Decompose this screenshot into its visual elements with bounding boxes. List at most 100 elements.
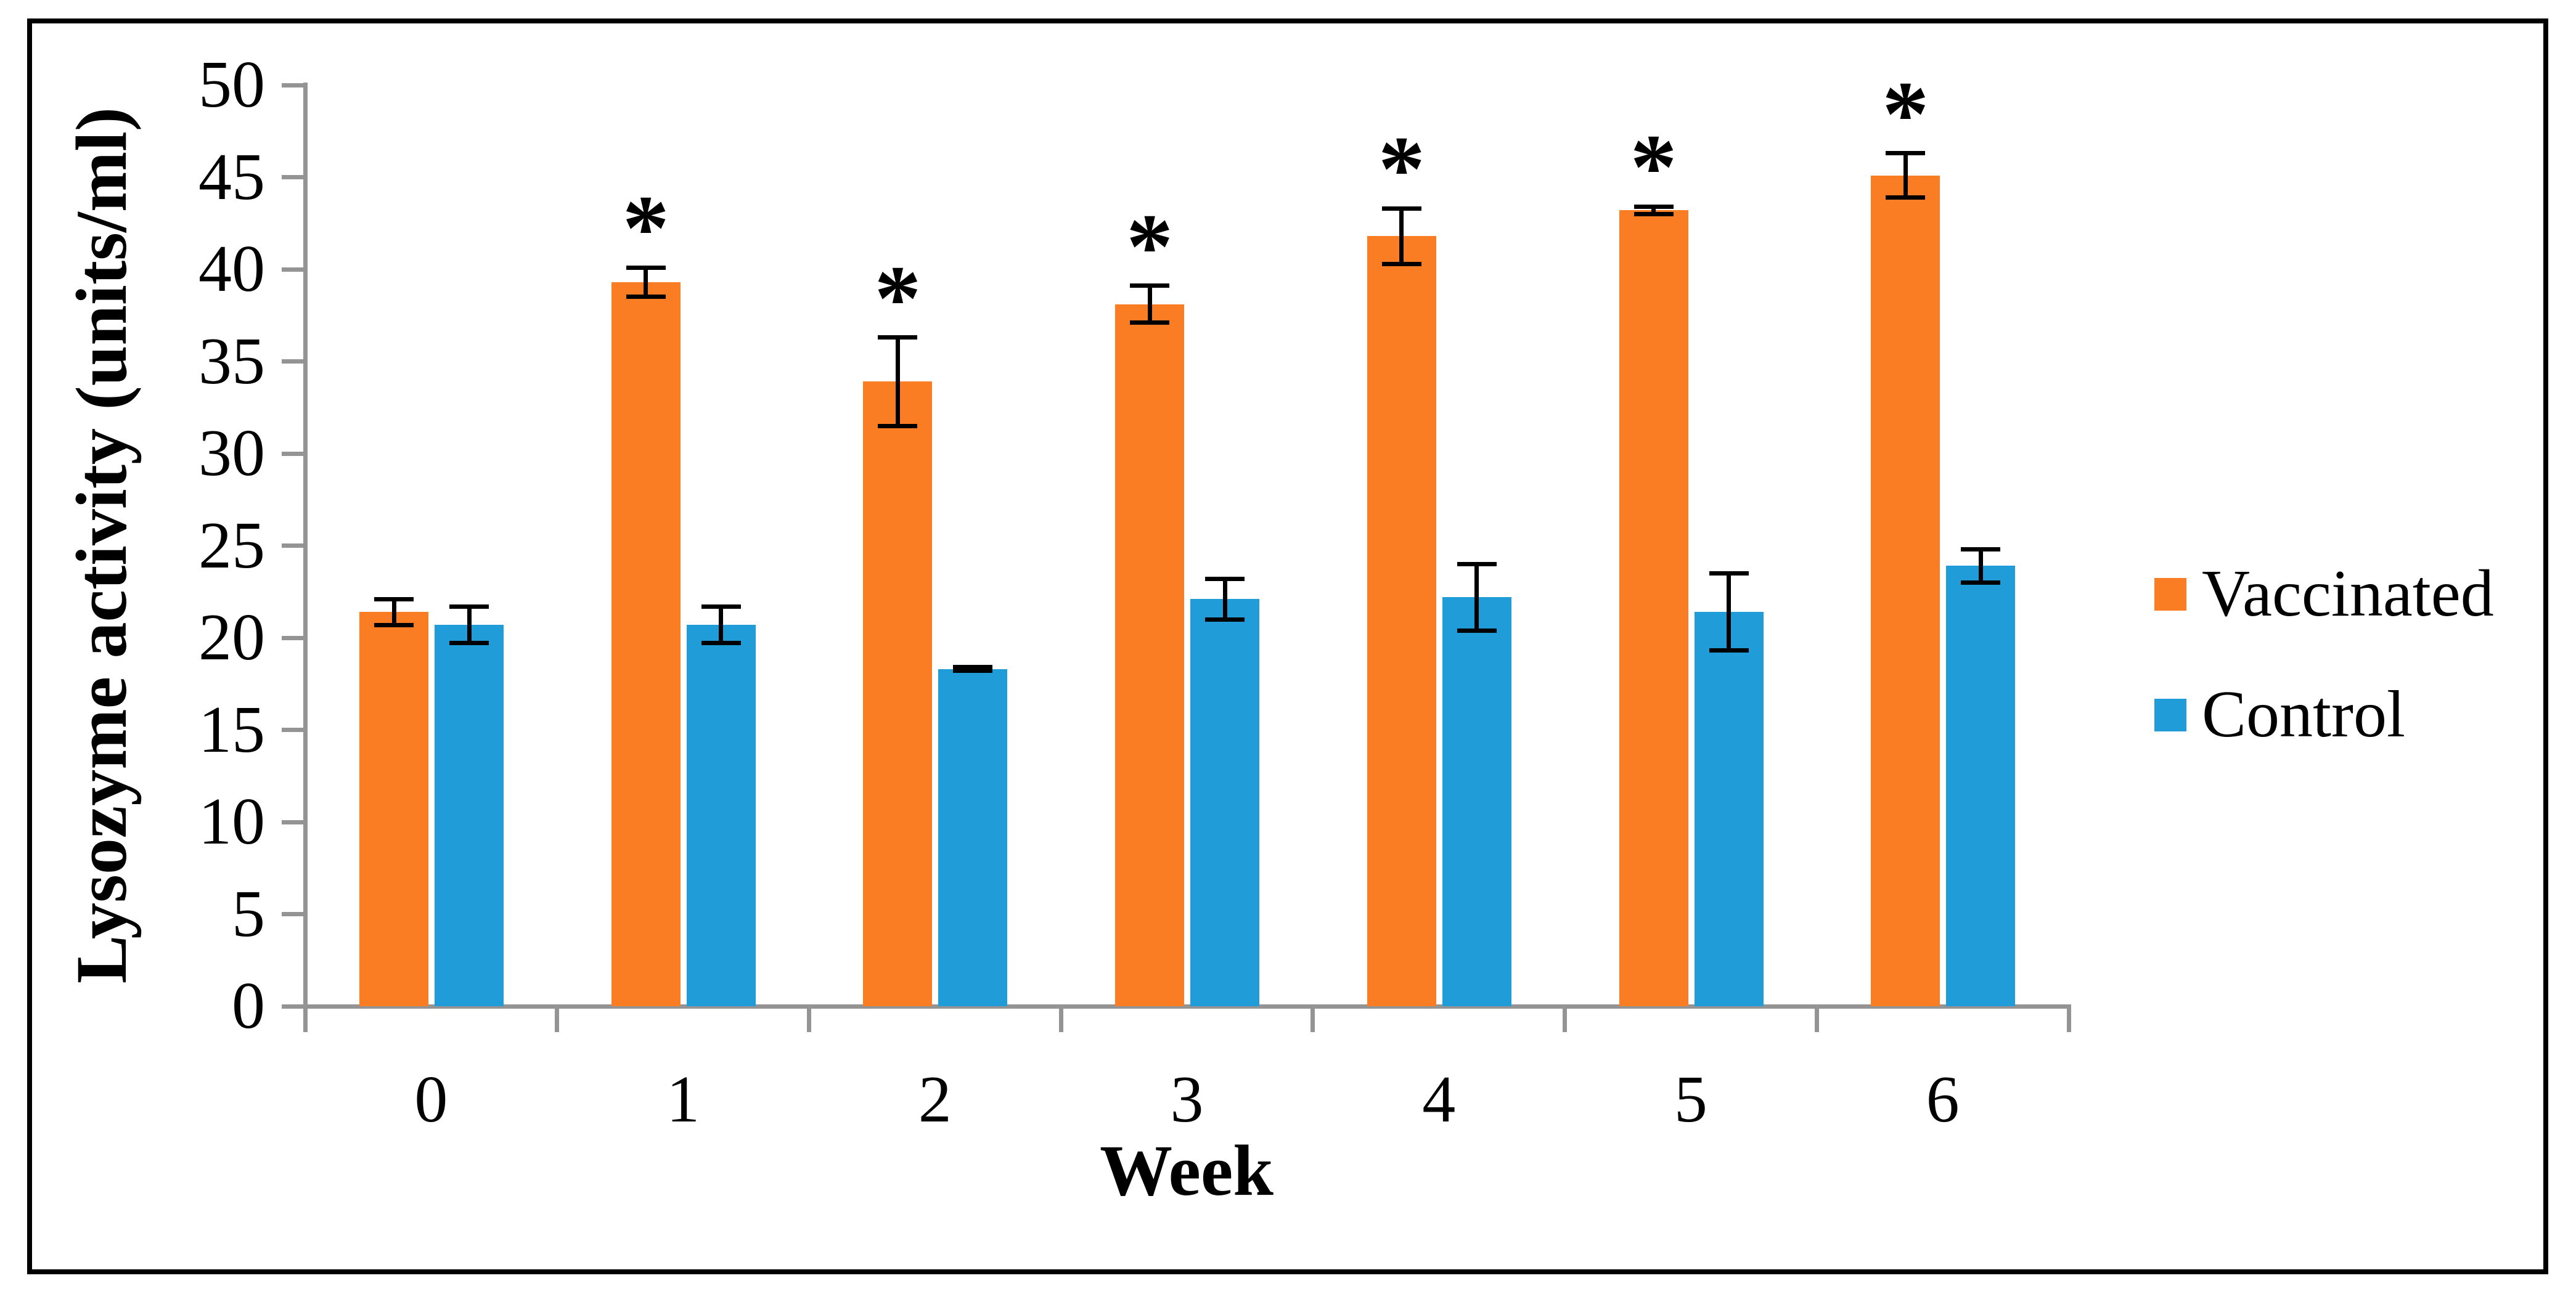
x-tick-mark: [303, 1006, 308, 1032]
error-bar-line: [1147, 285, 1152, 323]
legend-item-vaccinated: Vaccinated: [2154, 559, 2494, 629]
error-bar-cap: [878, 335, 918, 340]
bar-control-week-5: [1694, 612, 1764, 1006]
legend-item-control: Control: [2154, 680, 2494, 749]
y-tick-label: 35: [198, 324, 265, 398]
significance-asterisk-week-5: *: [1630, 115, 1677, 219]
significance-asterisk-week-4: *: [1378, 117, 1425, 221]
legend: Vaccinated Control: [2154, 559, 2494, 801]
x-tick-label: 4: [1422, 1063, 1456, 1136]
y-tick-mark: [282, 359, 303, 364]
x-tick-mark: [806, 1006, 811, 1032]
bar-vaccinated-week-3: [1115, 304, 1185, 1006]
error-bar-cap: [1886, 195, 1926, 200]
error-bar-line: [467, 606, 472, 643]
bar-control-week-1: [686, 625, 756, 1006]
y-tick-mark: [282, 267, 303, 272]
significance-asterisk-week-1: *: [622, 176, 669, 280]
figure-border: [27, 18, 2548, 1274]
error-bar-cap: [449, 641, 489, 646]
legend-swatch-control: [2154, 698, 2186, 731]
significance-asterisk-week-3: *: [1126, 194, 1174, 298]
x-tick-label: 2: [918, 1063, 952, 1136]
x-tick-mark: [1310, 1006, 1315, 1032]
error-bar-line: [1651, 206, 1656, 214]
error-bar-cap: [1709, 571, 1749, 576]
error-bar-cap: [1634, 211, 1674, 216]
legend-label-control: Control: [2202, 678, 2406, 751]
error-bar-line: [895, 337, 900, 426]
x-tick-label: 3: [1170, 1063, 1204, 1136]
error-bar-cap: [1205, 576, 1245, 581]
error-bar-cap: [701, 604, 741, 609]
error-bar-cap: [374, 622, 414, 627]
y-axis-line: [303, 83, 308, 1011]
x-tick-mark: [1058, 1006, 1063, 1032]
error-bar-line: [1727, 573, 1732, 651]
y-tick-mark: [282, 83, 303, 87]
y-tick-label: 10: [198, 785, 265, 858]
error-bar-cap: [1130, 320, 1170, 325]
x-tick-mark: [555, 1006, 560, 1032]
error-bar-cap: [701, 641, 741, 646]
error-bar-cap: [449, 604, 489, 609]
bar-control-week-2: [938, 669, 1008, 1006]
y-tick-label: 50: [198, 48, 265, 121]
x-tick-label: 6: [1926, 1063, 1960, 1136]
error-bar-cap: [953, 669, 993, 673]
y-tick-mark: [282, 543, 303, 548]
error-bar-line: [1399, 208, 1404, 264]
x-tick-mark: [1814, 1006, 1819, 1032]
x-tick-label: 1: [666, 1063, 700, 1136]
bar-control-week-3: [1190, 599, 1260, 1006]
error-bar-line: [719, 606, 724, 643]
error-bar-cap: [1457, 628, 1497, 633]
error-bar-cap: [1709, 648, 1749, 653]
error-bar-line: [644, 267, 648, 297]
error-bar-line: [391, 599, 396, 625]
y-tick-label: 45: [198, 140, 265, 214]
legend-label-vaccinated: Vaccinated: [2202, 557, 2494, 630]
error-bar-cap: [374, 596, 414, 601]
error-bar-line: [1474, 564, 1479, 631]
x-axis-line: [303, 1004, 2071, 1009]
bar-vaccinated-week-1: [611, 282, 681, 1006]
error-bar-cap: [626, 295, 666, 299]
x-tick-label: 0: [414, 1063, 448, 1136]
bar-vaccinated-week-0: [359, 612, 428, 1006]
y-tick-label: 20: [198, 601, 265, 674]
error-bar-cap: [1961, 547, 2001, 551]
x-axis-title: Week: [1100, 1130, 1274, 1211]
y-tick-mark: [282, 820, 303, 824]
error-bar-cap: [1634, 204, 1674, 209]
y-tick-mark: [282, 912, 303, 916]
y-tick-label: 5: [232, 877, 265, 951]
bar-vaccinated-week-6: [1871, 175, 1940, 1006]
error-bar-cap: [626, 265, 666, 270]
bar-control-week-0: [435, 625, 504, 1006]
y-tick-label: 30: [198, 417, 265, 490]
significance-asterisk-week-6: *: [1882, 62, 1929, 166]
y-tick-mark: [282, 175, 303, 179]
x-tick-label: 5: [1674, 1063, 1707, 1136]
error-bar-cap: [1381, 261, 1421, 266]
error-bar-cap: [878, 423, 918, 428]
y-tick-label: 40: [198, 232, 265, 306]
bar-vaccinated-week-2: [863, 381, 933, 1006]
x-tick-mark: [2066, 1006, 2071, 1032]
y-tick-mark: [282, 728, 303, 732]
y-tick-label: 25: [198, 508, 265, 582]
y-tick-mark: [282, 1004, 303, 1009]
bar-vaccinated-week-4: [1367, 236, 1436, 1006]
error-bar-line: [1903, 153, 1908, 198]
error-bar-cap: [1130, 283, 1170, 288]
x-tick-mark: [1563, 1006, 1568, 1032]
bar-control-week-6: [1946, 566, 2016, 1006]
y-tick-label: 0: [232, 969, 265, 1043]
error-bar-line: [1978, 549, 1983, 583]
error-bar-cap: [1205, 617, 1245, 622]
y-tick-mark: [282, 635, 303, 640]
legend-swatch-vaccinated: [2154, 577, 2186, 611]
y-tick-label: 15: [198, 693, 265, 767]
